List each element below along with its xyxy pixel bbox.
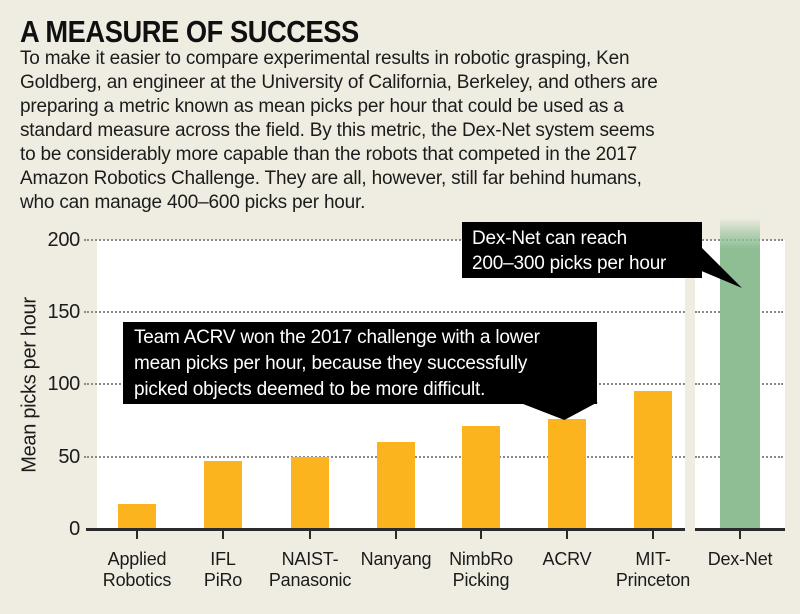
bar-applied-robotics [118,504,156,529]
ytick-0: 0 [69,518,80,540]
x-axis-line-dexnet [695,528,785,531]
gridline-200 [84,239,685,241]
bar-nanyang [377,442,415,529]
xtick-naist-panasonic [309,531,311,539]
bar-mit-princeton [634,391,672,529]
ytick-100: 100 [47,373,81,395]
xlabel-nanyang: Nanyang [360,549,432,569]
ytick-50: 50 [58,446,80,468]
bar-acrv [548,419,586,529]
xtick-acrv [566,531,568,539]
callout-acrv: Team ACRV won the 2017 challenge with a … [123,322,597,404]
xtick-ifl-piro [222,531,224,539]
xlabel-ifl-piro: IFL PiRo [203,549,243,590]
xtick-applied-robotics [136,531,138,539]
y-axis-label: Mean picks per hour [18,297,41,473]
ytick-150: 150 [47,301,81,323]
bar-naist-panasonic [291,457,329,529]
x-axis-line [86,528,685,531]
bar-dexnet [720,218,760,529]
xlabel-naist-panasonic: NAIST- Panasonic [268,549,352,590]
xtick-dexnet [739,531,741,539]
intro-paragraph: To make it easier to compare experimenta… [20,48,658,213]
xlabel-acrv: ACRV [542,549,592,569]
xtick-mit-princeton [652,531,654,539]
callout-dexnet: Dex-Net can reach 200–300 picks per hour [462,222,702,278]
ytick-200: 200 [47,229,81,251]
page-title: A MEASURE OF SUCCESS [20,14,359,49]
xtick-nanyang [395,531,397,539]
xlabel-nimbro-picking: NimbRo Picking [449,549,513,590]
bar-nimbro-picking [462,426,500,529]
xlabel-applied-robotics: Applied Robotics [102,549,172,590]
xlabel-mit-princeton: MIT- Princeton [615,549,691,590]
xtick-nimbro-picking [480,531,482,539]
xlabel-dexnet: Dex-Net [707,549,773,569]
gridline-150 [84,311,685,313]
bar-ifl-piro [204,461,242,529]
